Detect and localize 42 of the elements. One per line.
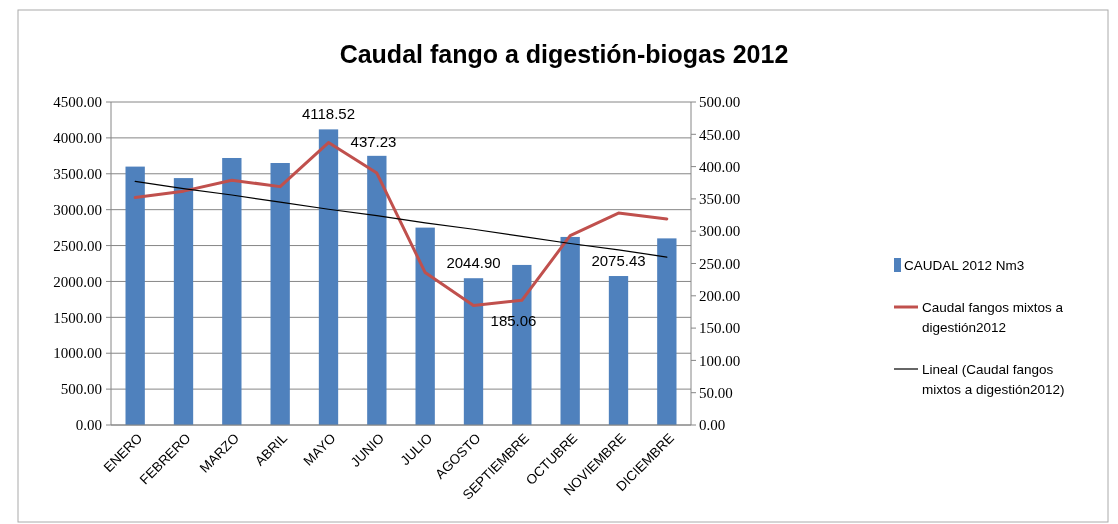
y2-tick-label: 0.00 bbox=[699, 417, 726, 434]
line-series bbox=[134, 180, 668, 258]
y2-tick-label: 100.00 bbox=[699, 352, 741, 369]
bar bbox=[560, 236, 580, 425]
bar bbox=[608, 276, 629, 425]
y-tick-label: 4500.00 bbox=[53, 94, 102, 111]
y-tick-label: 0.00 bbox=[75, 417, 102, 434]
y-tick-label: 500.00 bbox=[60, 381, 102, 398]
data-label: 2075.43 bbox=[591, 252, 646, 270]
y-tick-label: 2000.00 bbox=[53, 273, 102, 290]
bar bbox=[463, 278, 484, 425]
legend-label: Caudal fangos mixtos a digestión2012 bbox=[922, 300, 1064, 335]
y-tick-label: 3500.00 bbox=[53, 166, 102, 183]
y2-tick-label: 250.00 bbox=[699, 255, 741, 272]
legend-label: Lineal (Caudal fangos mixtos a digestión2012) bbox=[922, 362, 1065, 397]
bar bbox=[318, 129, 339, 425]
bar bbox=[125, 166, 145, 425]
bar bbox=[173, 178, 194, 425]
y-tick-label: 2500.00 bbox=[53, 237, 102, 254]
y2-tick-label: 450.00 bbox=[699, 126, 741, 143]
bar bbox=[415, 227, 435, 425]
data-label: 185.06 bbox=[490, 312, 537, 330]
y2-tick-label: 350.00 bbox=[699, 191, 741, 208]
data-label: 2044.90 bbox=[446, 254, 501, 272]
y2-tick-label: 400.00 bbox=[699, 158, 741, 175]
y2-tick-label: 300.00 bbox=[699, 223, 741, 240]
bar bbox=[222, 157, 242, 425]
data-label: 437.23 bbox=[350, 132, 397, 150]
y-tick-label: 1500.00 bbox=[53, 309, 102, 326]
y2-tick-label: 150.00 bbox=[699, 320, 741, 337]
y-tick-label: 3000.00 bbox=[53, 201, 102, 218]
y2-tick-label: 200.00 bbox=[699, 288, 741, 305]
y-tick-label: 1000.00 bbox=[53, 345, 102, 362]
bar bbox=[657, 238, 677, 425]
y2-tick-label: 500.00 bbox=[699, 94, 741, 111]
data-label: 4118.52 bbox=[301, 105, 356, 123]
bar bbox=[367, 155, 387, 425]
bar bbox=[270, 163, 290, 425]
chart-title: Caudal fango a digestión-biogas 2012 bbox=[339, 40, 789, 68]
y2-tick-label: 50.00 bbox=[699, 384, 733, 401]
legend-label: CAUDAL 2012 Nm3 bbox=[904, 258, 1025, 273]
y-tick-label: 4000.00 bbox=[53, 130, 102, 147]
